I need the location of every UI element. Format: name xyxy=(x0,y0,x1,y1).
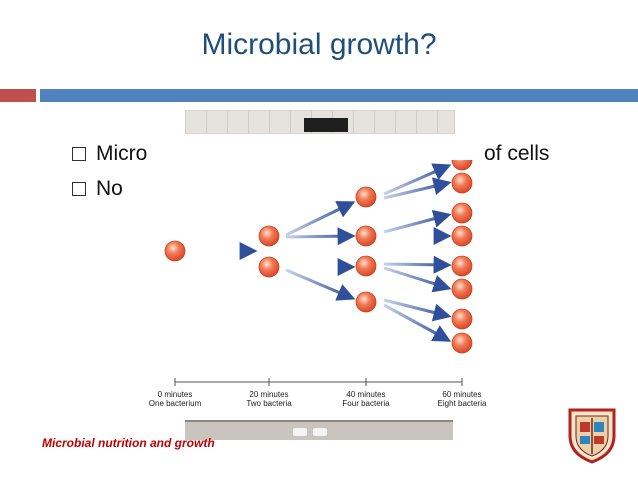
time-label: 20 minutes xyxy=(249,390,288,399)
bacterium-cell xyxy=(355,255,377,277)
bacterium-cell xyxy=(355,186,377,208)
bullet-text-1-prefix: Micro xyxy=(96,142,148,165)
checkbox-bullet-icon xyxy=(72,182,86,196)
bacterium-cell xyxy=(451,202,473,224)
desc-label: Eight bacteria xyxy=(438,399,487,408)
slide-title: Microbial growth? xyxy=(201,28,437,61)
time-label: 0 minutes xyxy=(158,390,193,399)
arrow xyxy=(383,298,452,322)
bacterium-cell xyxy=(258,225,280,247)
arrow xyxy=(383,163,452,196)
accent-bar-red xyxy=(0,89,36,102)
bacterium-cell xyxy=(451,225,473,247)
bacterium-cell xyxy=(451,332,473,354)
background-photo-dark-object xyxy=(304,118,348,132)
bacterium-cell xyxy=(451,308,473,330)
time-label: 40 minutes xyxy=(346,390,385,399)
bullet-item-1: Micro xyxy=(72,142,147,166)
photo-item xyxy=(293,428,307,436)
arrows xyxy=(193,163,452,342)
bacterium-cell xyxy=(451,172,473,194)
arrow xyxy=(383,303,452,342)
bacteria-cells xyxy=(164,160,473,354)
background-photo-bottom xyxy=(185,420,453,440)
arrow xyxy=(383,266,452,293)
bullet-text-1-suffix: of cells xyxy=(484,142,550,165)
desc-label: Four bacteria xyxy=(342,399,390,408)
bacterium-cell xyxy=(451,278,473,300)
slide-footer: Microbial nutrition and growth xyxy=(42,436,215,450)
college-crest-logo xyxy=(568,408,616,464)
arrow xyxy=(383,255,452,274)
arrow xyxy=(383,177,452,200)
binary-fission-diagram: 0 minutes One bacterium 20 minutes Two b… xyxy=(126,160,514,412)
photo-item xyxy=(313,428,327,436)
bacterium-cell xyxy=(451,160,473,171)
bacterium-cell xyxy=(258,256,280,278)
accent-bar-blue xyxy=(40,89,638,102)
checkbox-bullet-icon xyxy=(72,147,86,161)
time-axis xyxy=(174,378,463,386)
arrow xyxy=(383,209,452,234)
bacterium-cell xyxy=(355,225,377,247)
bacterium-cell xyxy=(451,255,473,277)
axis-labels: 0 minutes One bacterium 20 minutes Two b… xyxy=(149,390,487,408)
desc-label: Two bacteria xyxy=(246,399,292,408)
time-label: 60 minutes xyxy=(442,390,481,399)
arrow xyxy=(285,201,356,237)
bacterium-cell xyxy=(355,291,377,313)
desc-label: One bacterium xyxy=(149,399,202,408)
bullet-text-2-prefix: No xyxy=(96,177,123,200)
arrow xyxy=(285,268,356,301)
bullet-item-2: No xyxy=(72,177,123,201)
arrow xyxy=(285,227,356,246)
bacterium-cell xyxy=(164,240,186,262)
